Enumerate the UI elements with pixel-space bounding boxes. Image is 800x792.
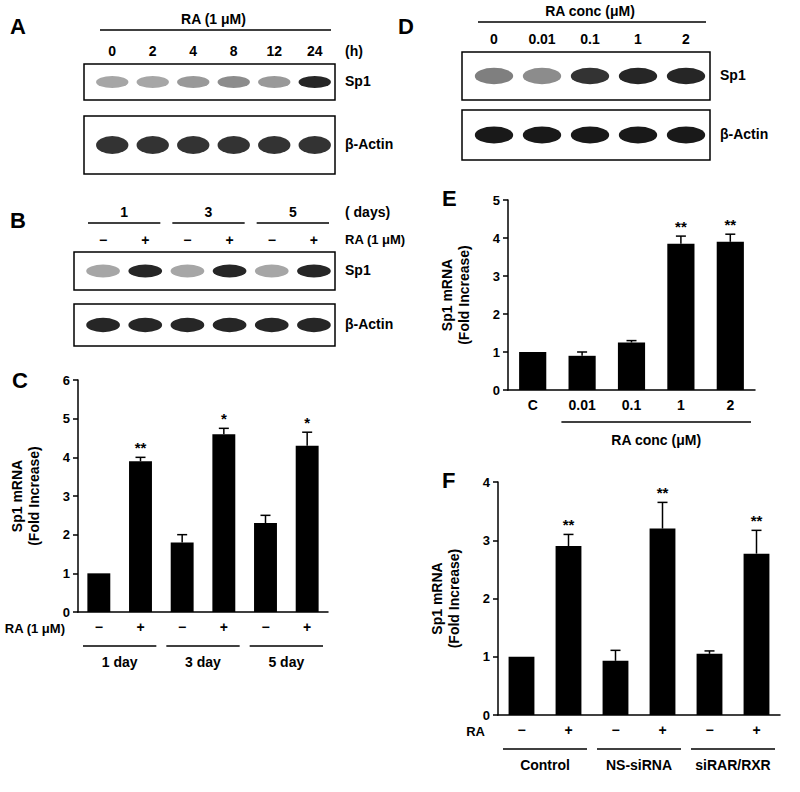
svg-text:0: 0 bbox=[63, 605, 70, 620]
svg-text:+: + bbox=[141, 232, 149, 248]
svg-text:4: 4 bbox=[63, 450, 71, 465]
svg-text:−: − bbox=[705, 722, 713, 738]
svg-text:+: + bbox=[564, 722, 572, 738]
svg-text:Control: Control bbox=[520, 757, 570, 773]
svg-text:0.1: 0.1 bbox=[622, 397, 642, 413]
svg-text:**: ** bbox=[135, 439, 147, 456]
svg-text:+: + bbox=[752, 722, 760, 738]
svg-text:2: 2 bbox=[493, 307, 500, 322]
svg-text:( days): ( days) bbox=[345, 204, 390, 220]
svg-text:1: 1 bbox=[483, 649, 490, 664]
svg-text:2: 2 bbox=[483, 591, 490, 606]
svg-text:(Fold Increase): (Fold Increase) bbox=[26, 446, 42, 546]
svg-text:8: 8 bbox=[230, 43, 238, 59]
svg-text:5 day: 5 day bbox=[268, 654, 304, 670]
svg-text:+: + bbox=[225, 232, 233, 248]
svg-text:−: − bbox=[268, 232, 276, 248]
svg-text:3: 3 bbox=[205, 204, 213, 220]
svg-text:0: 0 bbox=[483, 708, 490, 723]
svg-text:3: 3 bbox=[483, 533, 490, 548]
svg-text:1: 1 bbox=[63, 566, 70, 581]
svg-text:Sp1: Sp1 bbox=[720, 67, 746, 83]
svg-text:−: − bbox=[183, 232, 191, 248]
svg-text:B: B bbox=[10, 208, 26, 233]
svg-text:**: ** bbox=[751, 512, 763, 529]
svg-text:NS-siRNA: NS-siRNA bbox=[606, 757, 672, 773]
svg-text:5: 5 bbox=[63, 411, 70, 426]
svg-text:1: 1 bbox=[493, 345, 500, 360]
svg-text:0: 0 bbox=[490, 31, 498, 47]
svg-text:1: 1 bbox=[677, 397, 685, 413]
svg-text:Sp1 mRNA: Sp1 mRNA bbox=[439, 259, 455, 331]
svg-text:RA: RA bbox=[466, 724, 485, 739]
svg-text:1: 1 bbox=[120, 204, 128, 220]
svg-text:C: C bbox=[12, 368, 28, 393]
svg-text:+: + bbox=[303, 619, 311, 635]
svg-text:Sp1: Sp1 bbox=[345, 262, 371, 278]
svg-text:C: C bbox=[528, 397, 538, 413]
svg-text:siRAR/RXR: siRAR/RXR bbox=[695, 757, 770, 773]
svg-text:Sp1 mRNA: Sp1 mRNA bbox=[9, 460, 25, 532]
svg-text:2: 2 bbox=[63, 527, 70, 542]
svg-text:+: + bbox=[220, 619, 228, 635]
svg-text:*: * bbox=[304, 414, 310, 431]
svg-text:2: 2 bbox=[726, 397, 734, 413]
svg-text:RA (1 μM): RA (1 μM) bbox=[5, 621, 65, 636]
svg-text:**: ** bbox=[657, 484, 669, 501]
svg-text:2: 2 bbox=[149, 43, 157, 59]
svg-text:5: 5 bbox=[493, 193, 500, 208]
svg-text:0.01: 0.01 bbox=[568, 397, 595, 413]
svg-text:Sp1 mRNA: Sp1 mRNA bbox=[429, 562, 445, 634]
svg-text:−: − bbox=[517, 722, 525, 738]
svg-text:0.1: 0.1 bbox=[580, 31, 600, 47]
svg-text:**: ** bbox=[675, 218, 687, 235]
svg-text:E: E bbox=[442, 186, 457, 211]
svg-text:6: 6 bbox=[63, 373, 70, 388]
svg-text:3: 3 bbox=[493, 269, 500, 284]
svg-text:4: 4 bbox=[493, 231, 501, 246]
svg-text:3: 3 bbox=[63, 489, 70, 504]
svg-text:−: − bbox=[261, 619, 269, 635]
svg-text:0: 0 bbox=[493, 383, 500, 398]
svg-text:+: + bbox=[310, 232, 318, 248]
svg-text:(Fold Increase): (Fold Increase) bbox=[446, 549, 462, 649]
svg-text:−: − bbox=[611, 722, 619, 738]
svg-text:1: 1 bbox=[634, 31, 642, 47]
svg-text:4: 4 bbox=[189, 43, 197, 59]
svg-text:Sp1: Sp1 bbox=[345, 73, 371, 89]
svg-text:4: 4 bbox=[483, 475, 491, 490]
svg-text:3 day: 3 day bbox=[185, 654, 221, 670]
svg-text:RA (1 μM): RA (1 μM) bbox=[345, 232, 405, 247]
svg-text:−: − bbox=[95, 619, 103, 635]
svg-text:+: + bbox=[136, 619, 144, 635]
svg-text:0: 0 bbox=[108, 43, 116, 59]
svg-text:RA conc (μM): RA conc (μM) bbox=[611, 432, 701, 448]
svg-text:RA conc (μM): RA conc (μM) bbox=[545, 3, 635, 19]
svg-text:**: ** bbox=[724, 216, 736, 233]
svg-text:A: A bbox=[10, 14, 26, 39]
svg-text:*: * bbox=[221, 410, 227, 427]
svg-text:β-Actin: β-Actin bbox=[345, 316, 393, 332]
svg-text:D: D bbox=[398, 14, 414, 39]
svg-text:β-Actin: β-Actin bbox=[345, 136, 393, 152]
svg-text:0.01: 0.01 bbox=[528, 31, 555, 47]
svg-text:−: − bbox=[178, 619, 186, 635]
svg-text:F: F bbox=[442, 468, 455, 493]
svg-text:24: 24 bbox=[307, 43, 323, 59]
svg-text:**: ** bbox=[563, 516, 575, 533]
svg-text:−: − bbox=[99, 232, 107, 248]
svg-text:β-Actin: β-Actin bbox=[720, 126, 768, 142]
svg-text:5: 5 bbox=[289, 204, 297, 220]
svg-text:(h): (h) bbox=[345, 43, 363, 59]
svg-text:+: + bbox=[658, 722, 666, 738]
svg-text:1 day: 1 day bbox=[102, 654, 138, 670]
svg-text:2: 2 bbox=[682, 31, 690, 47]
svg-text:RA (1 μM): RA (1 μM) bbox=[181, 11, 246, 27]
svg-text:(Fold Increase): (Fold Increase) bbox=[456, 245, 472, 345]
svg-text:12: 12 bbox=[266, 43, 282, 59]
